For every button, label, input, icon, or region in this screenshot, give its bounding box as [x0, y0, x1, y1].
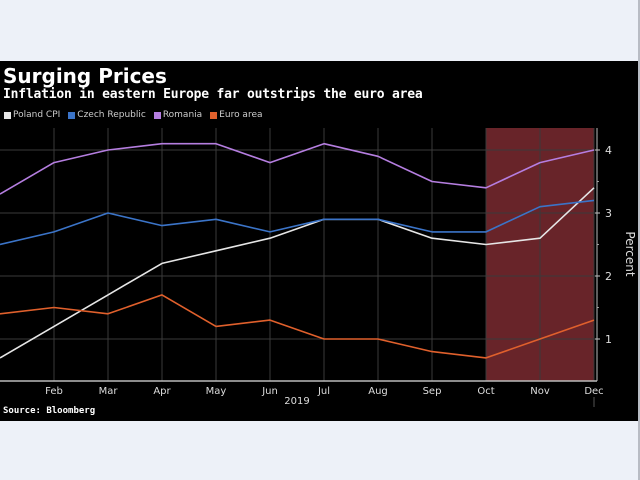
x-tick-label: May [206, 386, 227, 397]
legend-swatch-euro [210, 111, 218, 119]
czech-republic-line [0, 199, 595, 246]
y-tick-label: 3 [605, 207, 612, 220]
euro-area-line [0, 294, 595, 359]
chart-subtitle: Inflation in eastern Europe far outstrip… [3, 87, 423, 102]
chart-title: Surging Prices [3, 64, 167, 88]
legend-swatch-poland [4, 111, 11, 119]
legend-label-euro: Euro area [219, 110, 263, 120]
legend-item-euro: Euro area [210, 110, 263, 120]
legend-item-romania: Romania [153, 110, 203, 120]
x-tick-label: Oct [477, 386, 494, 397]
y-tick-label: 1 [605, 333, 612, 346]
legend-item-czech: Czech Republic [68, 110, 146, 120]
romania-line [0, 142, 595, 195]
legend-label-poland: Poland CPI [13, 110, 61, 120]
x-tick-label: Sep [423, 386, 442, 397]
poland-cpi-line [0, 187, 595, 359]
legend-item-poland: Poland CPI [4, 110, 60, 120]
legend: Poland CPI Czech Republic Romania Euro a… [4, 110, 263, 120]
y-axis-label: Percent [623, 231, 637, 276]
x-tick-label: Apr [153, 386, 171, 397]
source-note: Source: Bloomberg [3, 406, 96, 416]
legend-label-romania: Romania [162, 110, 203, 120]
top-background [0, 0, 640, 61]
legend-swatch-romania [153, 111, 161, 119]
legend-label-czech: Czech Republic [77, 110, 146, 120]
y-tick-label: 4 [605, 144, 612, 157]
x-tick-label: Jun [261, 386, 278, 397]
y-tick-label: 2 [605, 270, 612, 283]
x-axis-label: 2019 [284, 396, 309, 407]
x-tick-label: Nov [530, 386, 550, 397]
x-tick-label: Aug [368, 386, 388, 397]
x-tick-label: Jul [317, 386, 330, 397]
window-border [638, 0, 640, 480]
x-tick-label: Mar [99, 386, 119, 397]
legend-swatch-czech [68, 111, 76, 119]
x-tick-label: Dec [584, 386, 603, 397]
x-tick-label: Feb [45, 386, 63, 397]
